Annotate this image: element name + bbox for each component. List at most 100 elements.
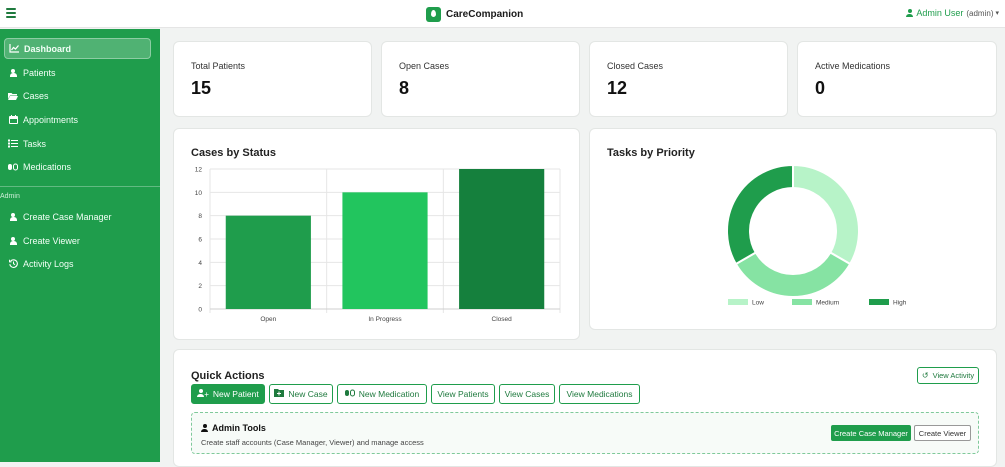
stat-card-open-cases: Open Cases 8 <box>381 41 580 117</box>
admin-tools-title-text: Admin Tools <box>212 423 266 433</box>
brand[interactable]: CareCompanion <box>426 6 523 22</box>
button-label: View Patients <box>437 389 489 399</box>
sidebar-item-dashboard[interactable]: Dashboard <box>4 38 151 59</box>
sidebar-item-label: Cases <box>23 90 49 101</box>
sidebar-item-appointments[interactable]: Appointments <box>4 109 151 130</box>
user-icon <box>906 9 914 17</box>
button-label: View Cases <box>504 389 550 399</box>
folder-open-icon <box>8 91 18 100</box>
new-patient-button[interactable]: + New Patient <box>191 384 265 404</box>
stat-value: 12 <box>607 78 628 98</box>
button-label: View Medications <box>566 389 633 399</box>
cases-by-status-card: Cases by Status 0 2 4 6 8 10 12 Open In Progress… <box>173 128 580 340</box>
button-label: New Medication <box>358 389 420 399</box>
create-viewer-button[interactable]: Create Viewer <box>914 425 971 441</box>
card-title: Tasks by Priority <box>607 147 695 159</box>
stat-label: Active Medications <box>815 61 891 71</box>
bar-closed <box>459 169 545 309</box>
sidebar-item-activity-logs[interactable]: Activity Logs <box>4 253 151 274</box>
x-tick-label: Open <box>260 316 276 323</box>
sidebar-divider <box>0 186 160 187</box>
chart-line-icon <box>9 44 19 53</box>
cases-bar-chart: 0 2 4 6 8 10 12 Open In Progress Closed <box>195 167 561 323</box>
admin-tools-title: Admin Tools <box>201 423 266 433</box>
brand-name: CareCompanion <box>446 8 524 20</box>
chevron-down-icon: ▾ <box>995 10 999 17</box>
y-tick-label: 2 <box>198 283 202 290</box>
x-tick-label: In Progress <box>368 316 402 323</box>
sidebar-item-create-case-manager[interactable]: Create Case Manager <box>4 206 151 227</box>
sidebar-item-label: Create Case Manager <box>23 211 112 222</box>
legend-swatch <box>869 299 889 305</box>
capsules-icon <box>8 162 18 171</box>
user-menu[interactable]: Admin User (admin) ▾ <box>906 8 999 18</box>
top-navbar: CareCompanion Admin User (admin) ▾ <box>0 0 1005 28</box>
sidebar-item-label: Create Viewer <box>23 235 80 246</box>
sidebar-item-label: Dashboard <box>24 43 72 54</box>
sidebar-item-label: Appointments <box>23 114 79 125</box>
sidebar-item-label: Tasks <box>23 138 47 149</box>
capsules-icon <box>344 389 355 399</box>
stat-label: Total Patients <box>191 61 246 71</box>
y-tick-label: 10 <box>195 190 203 197</box>
new-medication-button[interactable]: New Medication <box>337 384 427 404</box>
y-tick-label: 6 <box>198 237 202 244</box>
calendar-icon <box>8 115 18 124</box>
sidebar-item-label: Medications <box>23 161 72 172</box>
admin-tools-panel: Admin Tools Create staff accounts (Case … <box>191 412 979 454</box>
stat-label: Open Cases <box>399 61 450 71</box>
new-case-button[interactable]: New Case <box>269 384 333 404</box>
legend-label: Low <box>752 300 764 307</box>
sidebar-item-label: Patients <box>23 67 56 78</box>
history-icon <box>8 259 18 268</box>
person-icon <box>8 68 18 77</box>
folder-plus-icon <box>274 389 285 399</box>
brand-logo-icon <box>426 6 441 22</box>
quick-actions-card: Quick Actions ↺ View Activity + New Pati… <box>173 349 997 467</box>
sidebar-item-label: Activity Logs <box>23 258 74 269</box>
sidebar-item-cases[interactable]: Cases <box>4 85 151 106</box>
y-tick-label: 4 <box>198 260 202 267</box>
menu-toggle-icon[interactable] <box>6 8 16 18</box>
x-tick-label: Closed <box>492 316 513 323</box>
sidebar-item-tasks[interactable]: Tasks <box>4 133 151 154</box>
slice-medium <box>734 251 852 298</box>
legend-label: High <box>893 300 907 307</box>
create-case-manager-button[interactable]: Create Case Manager <box>831 425 911 441</box>
button-label: View Activity <box>932 371 975 380</box>
stat-value: 0 <box>815 78 826 98</box>
slice-high <box>726 163 794 266</box>
y-tick-label: 12 <box>195 167 203 174</box>
view-patients-button[interactable]: View Patients <box>431 384 495 404</box>
user-shield-icon <box>201 424 208 432</box>
y-tick-label: 0 <box>198 307 202 314</box>
admin-tools-description: Create staff accounts (Case Manager, Vie… <box>201 438 424 447</box>
stat-label: Closed Cases <box>607 61 664 71</box>
stat-card-active-medications: Active Medications 0 <box>797 41 997 117</box>
stat-card-closed-cases: Closed Cases 12 <box>589 41 788 117</box>
user-name: Admin User <box>916 8 964 18</box>
bar-in-progress <box>342 192 428 309</box>
legend-swatch <box>728 299 748 305</box>
tasks-donut-chart: Low Medium High <box>726 163 907 307</box>
view-cases-button[interactable]: View Cases <box>499 384 555 404</box>
button-label: New Case <box>288 389 328 399</box>
tasks-by-priority-card: Tasks by Priority Low Medium High <box>589 128 997 330</box>
slice-low <box>792 163 860 266</box>
sidebar-item-patients[interactable]: Patients <box>4 62 151 83</box>
stat-card-total-patients: Total Patients 15 <box>173 41 372 117</box>
stat-value: 8 <box>399 78 410 98</box>
user-plus-icon: + <box>197 389 209 399</box>
user-icon <box>8 236 18 245</box>
sidebar-item-medications[interactable]: Medications <box>4 156 151 177</box>
user-plus-icon <box>8 212 18 221</box>
stat-value: 15 <box>191 78 212 98</box>
list-check-icon <box>8 139 18 148</box>
card-title: Cases by Status <box>191 147 276 159</box>
view-medications-button[interactable]: View Medications <box>559 384 640 404</box>
sidebar-section-admin: Admin <box>0 193 20 200</box>
sidebar-item-create-viewer[interactable]: Create Viewer <box>4 230 151 251</box>
y-tick-label: 8 <box>198 213 202 220</box>
history-icon: ↺ <box>921 371 929 380</box>
view-activity-button[interactable]: ↺ View Activity <box>917 367 979 384</box>
